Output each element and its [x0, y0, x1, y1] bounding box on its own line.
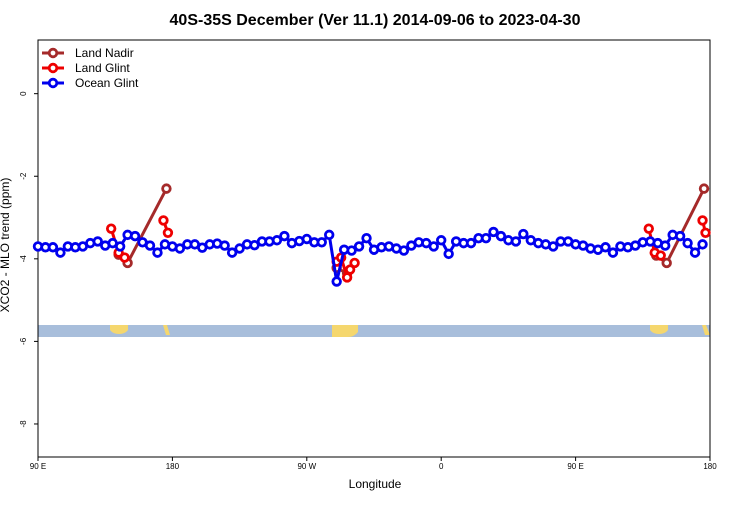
point	[698, 183, 710, 194]
point	[219, 240, 230, 251]
land-blob	[332, 325, 358, 337]
point	[398, 245, 410, 256]
point	[279, 230, 290, 242]
legend-label: Land Nadir	[75, 46, 134, 60]
point	[689, 247, 701, 258]
point	[682, 237, 693, 249]
point	[47, 242, 59, 253]
y-axis-label: XCO2 - MLO trend (ppm)	[0, 178, 12, 313]
point	[158, 215, 169, 226]
legend-marker	[47, 47, 59, 59]
point	[655, 250, 666, 261]
series	[32, 226, 708, 287]
y-tick-label: -6	[19, 337, 28, 345]
point	[465, 237, 477, 249]
point	[697, 239, 708, 250]
point	[324, 229, 335, 241]
land-blob	[650, 325, 668, 334]
x-tick-label: 90 E	[567, 462, 583, 471]
y-tick-label: -4	[19, 255, 28, 263]
point	[316, 237, 327, 248]
ocean-strip	[38, 325, 710, 337]
y-tick-label: -8	[19, 420, 28, 428]
point	[174, 243, 186, 254]
point	[361, 232, 372, 244]
chart-title: 40S-35S December (Ver 11.1) 2014-09-06 t…	[170, 12, 581, 29]
point	[119, 252, 130, 263]
y-tick-label: -2	[19, 172, 28, 180]
point	[600, 242, 611, 253]
legend-marker	[47, 77, 59, 89]
land-blob	[110, 325, 128, 334]
point	[643, 223, 654, 234]
x-tick-label: 90 E	[30, 462, 46, 471]
land-blob	[702, 325, 710, 335]
point	[249, 239, 260, 251]
point	[660, 240, 671, 251]
point	[428, 241, 439, 252]
point	[349, 257, 360, 269]
point	[697, 215, 708, 226]
point	[161, 183, 172, 194]
x-axis-label: Longitude	[349, 477, 402, 491]
point	[144, 240, 156, 251]
point	[436, 235, 447, 246]
point	[443, 248, 454, 260]
point	[353, 241, 365, 252]
point	[518, 228, 529, 240]
point	[92, 236, 103, 247]
x-tick-label: 180	[166, 462, 180, 471]
point	[114, 241, 126, 252]
point	[548, 241, 559, 252]
point	[495, 230, 507, 242]
point	[162, 227, 174, 239]
point	[700, 227, 711, 239]
map-strip	[38, 325, 710, 337]
point	[344, 264, 356, 275]
point	[488, 226, 499, 238]
land-blob	[163, 325, 170, 335]
point	[234, 243, 245, 254]
point	[607, 247, 619, 258]
x-tick-label: 180	[703, 462, 717, 471]
x-tick-label: 90 W	[297, 462, 316, 471]
point	[55, 247, 66, 258]
x-tick-label: 0	[439, 462, 444, 471]
point	[661, 257, 672, 269]
y-tick-label: 0	[19, 91, 28, 96]
point	[152, 247, 163, 258]
point	[271, 235, 283, 246]
point	[510, 236, 522, 247]
point	[331, 276, 342, 287]
legend-label: Ocean Glint	[75, 76, 139, 90]
point	[129, 230, 141, 242]
point	[674, 230, 686, 242]
point	[226, 247, 238, 258]
legend-marker	[47, 62, 59, 74]
point	[480, 232, 492, 244]
point	[105, 223, 117, 234]
legend-label: Land Glint	[75, 61, 130, 75]
point	[346, 245, 357, 256]
